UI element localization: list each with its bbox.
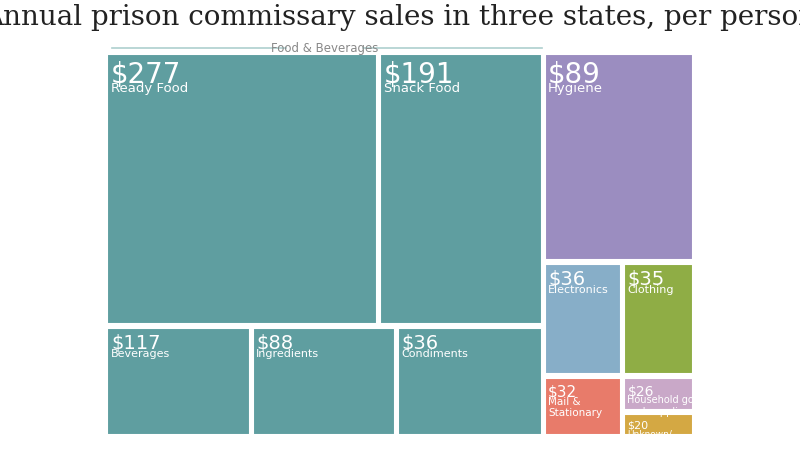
FancyBboxPatch shape xyxy=(545,264,621,374)
Text: Unknown/
unclassified: Unknown/ unclassified xyxy=(627,429,682,449)
Text: Clothing: Clothing xyxy=(627,285,674,295)
Text: Beverages: Beverages xyxy=(111,349,170,359)
Text: $277: $277 xyxy=(111,61,182,89)
FancyBboxPatch shape xyxy=(624,378,693,410)
FancyBboxPatch shape xyxy=(545,54,693,260)
Text: Mail &
Stationary: Mail & Stationary xyxy=(548,396,602,418)
FancyBboxPatch shape xyxy=(107,328,250,435)
Text: $88: $88 xyxy=(256,334,294,353)
FancyBboxPatch shape xyxy=(624,264,693,374)
Text: $89: $89 xyxy=(548,61,601,89)
FancyBboxPatch shape xyxy=(545,378,621,435)
Text: Electronics: Electronics xyxy=(548,285,609,295)
Text: $36: $36 xyxy=(402,334,438,353)
FancyBboxPatch shape xyxy=(107,54,378,324)
Text: $20: $20 xyxy=(627,421,649,431)
Text: $26: $26 xyxy=(627,385,654,399)
Text: Annual prison commissary sales in three states, per person: Annual prison commissary sales in three … xyxy=(0,4,800,31)
Text: Household goods
and supplies: Household goods and supplies xyxy=(627,396,711,417)
Text: Food & Beverages: Food & Beverages xyxy=(270,42,378,55)
Text: Ingredients: Ingredients xyxy=(256,349,319,359)
FancyBboxPatch shape xyxy=(380,54,542,324)
Text: $36: $36 xyxy=(548,270,586,289)
Text: $35: $35 xyxy=(627,270,665,289)
Text: Condiments: Condiments xyxy=(402,349,468,359)
Text: $191: $191 xyxy=(384,61,454,89)
Text: Hygiene: Hygiene xyxy=(548,82,603,95)
Text: $117: $117 xyxy=(111,334,161,353)
Text: Ready Food: Ready Food xyxy=(111,82,188,95)
Text: $32: $32 xyxy=(548,385,578,400)
FancyBboxPatch shape xyxy=(253,328,395,435)
Text: Snack Food: Snack Food xyxy=(384,82,460,95)
FancyBboxPatch shape xyxy=(624,414,693,435)
FancyBboxPatch shape xyxy=(398,328,542,435)
